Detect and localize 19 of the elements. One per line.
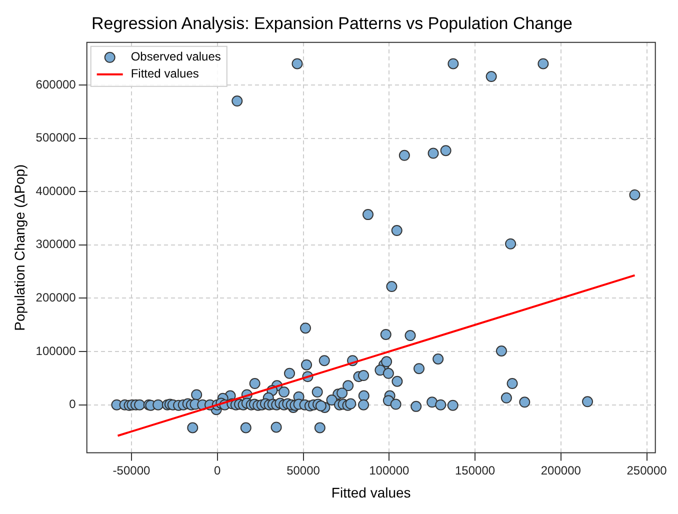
legend-label: Fitted values <box>130 66 199 81</box>
y-tick-label: 300000 <box>36 237 76 252</box>
y-axis-title: Population Change (ΔPop) <box>11 164 28 331</box>
y-tick-label: 600000 <box>36 77 76 92</box>
y-tick-label: 400000 <box>36 184 76 198</box>
y-tick-label: 500000 <box>36 130 76 145</box>
x-tick-label: 100000 <box>369 463 410 478</box>
x-tick-label: 200000 <box>540 463 582 478</box>
legend-label: Observed values <box>130 50 221 64</box>
y-tick-label: 200000 <box>36 290 76 305</box>
x-tick-label: 0 <box>214 463 222 478</box>
y-tick-label: 0 <box>69 397 76 412</box>
x-axis-title: Fitted values <box>331 484 411 500</box>
x-tick-label: 150000 <box>454 463 496 478</box>
x-tick-label: 250000 <box>626 463 668 478</box>
x-tick-label: 50000 <box>286 463 320 478</box>
x-tick-label: -50000 <box>112 463 151 478</box>
chart-title: Regression Analysis: Expansion Patterns vs Population Change <box>91 14 573 33</box>
y-tick-label: 100000 <box>36 344 76 358</box>
